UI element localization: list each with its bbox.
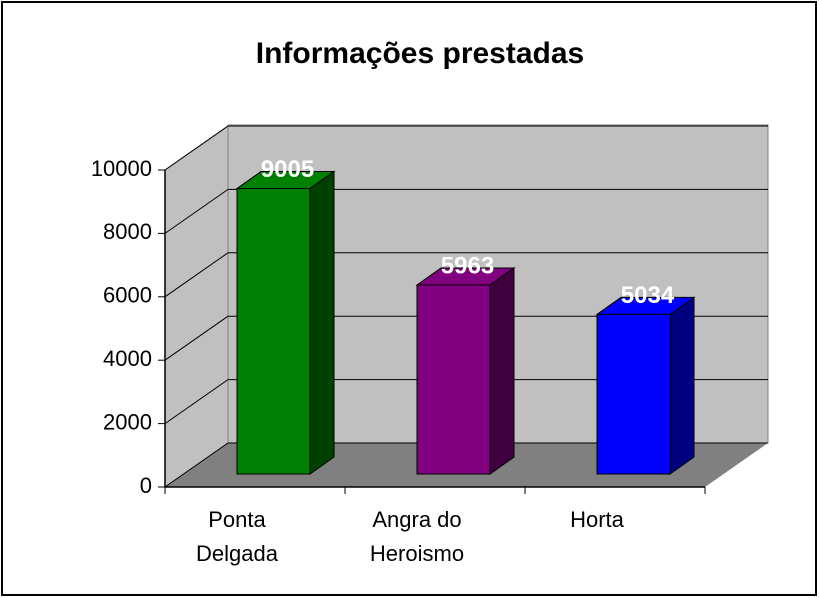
y-tick-label: 10000: [91, 156, 152, 181]
x-tick-label: Ponta Delgada: [196, 507, 278, 566]
bar: [416, 284, 491, 475]
y-tick-label: 4000: [103, 346, 152, 371]
y-tick-label: 6000: [103, 283, 152, 308]
bar-side: [489, 267, 515, 475]
chart-title: Informações prestadas: [256, 37, 584, 70]
value-label: 9005: [261, 156, 314, 183]
bars: 9005 5963 5034: [235, 156, 696, 475]
grid-line-side: [164, 252, 229, 298]
y-tick-label: 2000: [103, 409, 152, 434]
bar: [596, 313, 671, 475]
grid-line-side: [164, 188, 229, 234]
bar-side: [669, 296, 695, 475]
value-label: 5963: [441, 252, 494, 279]
y-tick-label: 8000: [103, 219, 152, 244]
grid-line-side: [164, 442, 229, 488]
grid-line-side: [164, 379, 229, 425]
value-label: 5034: [621, 282, 675, 309]
y-tick-label: 0: [140, 473, 152, 498]
x-tick-label: Horta: [570, 507, 624, 532]
side-wall: [164, 125, 229, 488]
x-tick-label: Angra do Heroismo: [369, 507, 465, 566]
bar-side: [309, 170, 335, 475]
grid-line-side: [164, 315, 229, 361]
grid-line-side: [164, 125, 229, 171]
bar: [236, 188, 311, 475]
